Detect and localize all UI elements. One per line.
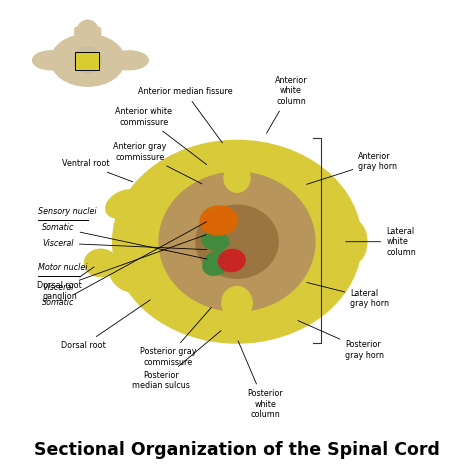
- Ellipse shape: [113, 140, 361, 343]
- Ellipse shape: [196, 205, 278, 278]
- Ellipse shape: [51, 35, 125, 86]
- Ellipse shape: [218, 249, 246, 273]
- Text: Sectional Organization of the Spinal Cord: Sectional Organization of the Spinal Cor…: [34, 441, 440, 459]
- FancyBboxPatch shape: [75, 27, 100, 51]
- Ellipse shape: [109, 51, 148, 70]
- Ellipse shape: [106, 190, 143, 218]
- Ellipse shape: [200, 205, 238, 236]
- Ellipse shape: [159, 172, 315, 311]
- Ellipse shape: [109, 262, 144, 292]
- Ellipse shape: [77, 20, 99, 44]
- Ellipse shape: [222, 286, 252, 319]
- Text: Posterior
gray horn: Posterior gray horn: [298, 320, 384, 360]
- Bar: [75, 52, 99, 70]
- Text: Somatic: Somatic: [42, 223, 207, 259]
- Text: Anterior
white
column: Anterior white column: [266, 76, 308, 133]
- Text: Dorsal root: Dorsal root: [61, 300, 150, 350]
- Text: Posterior
white
column: Posterior white column: [238, 341, 283, 419]
- Text: Dorsal root
ganglion: Dorsal root ganglion: [37, 267, 94, 301]
- Text: Anterior median fissure: Anterior median fissure: [138, 87, 232, 143]
- Text: Motor nuclei: Motor nuclei: [38, 263, 88, 272]
- Text: Sensory nuclei: Sensory nuclei: [38, 207, 97, 216]
- Ellipse shape: [33, 51, 69, 70]
- Text: Visceral: Visceral: [42, 235, 206, 292]
- Text: Posterior
median sulcus: Posterior median sulcus: [132, 331, 221, 391]
- Text: Anterior white
commissure: Anterior white commissure: [116, 107, 207, 164]
- Text: Anterior gray
commissure: Anterior gray commissure: [113, 143, 202, 184]
- Text: Ventral root: Ventral root: [62, 159, 133, 182]
- Ellipse shape: [73, 47, 102, 73]
- Text: Somatic: Somatic: [42, 222, 207, 308]
- Text: Lateral
gray horn: Lateral gray horn: [307, 283, 389, 308]
- Text: Visceral: Visceral: [42, 238, 207, 250]
- Ellipse shape: [202, 250, 231, 276]
- Text: Anterior
gray horn: Anterior gray horn: [307, 152, 397, 184]
- Ellipse shape: [201, 231, 229, 251]
- Ellipse shape: [224, 164, 250, 192]
- Ellipse shape: [84, 249, 117, 277]
- Text: Posterior gray
commissure: Posterior gray commissure: [139, 308, 211, 367]
- Ellipse shape: [341, 220, 367, 263]
- Text: Lateral
white
column: Lateral white column: [346, 227, 416, 256]
